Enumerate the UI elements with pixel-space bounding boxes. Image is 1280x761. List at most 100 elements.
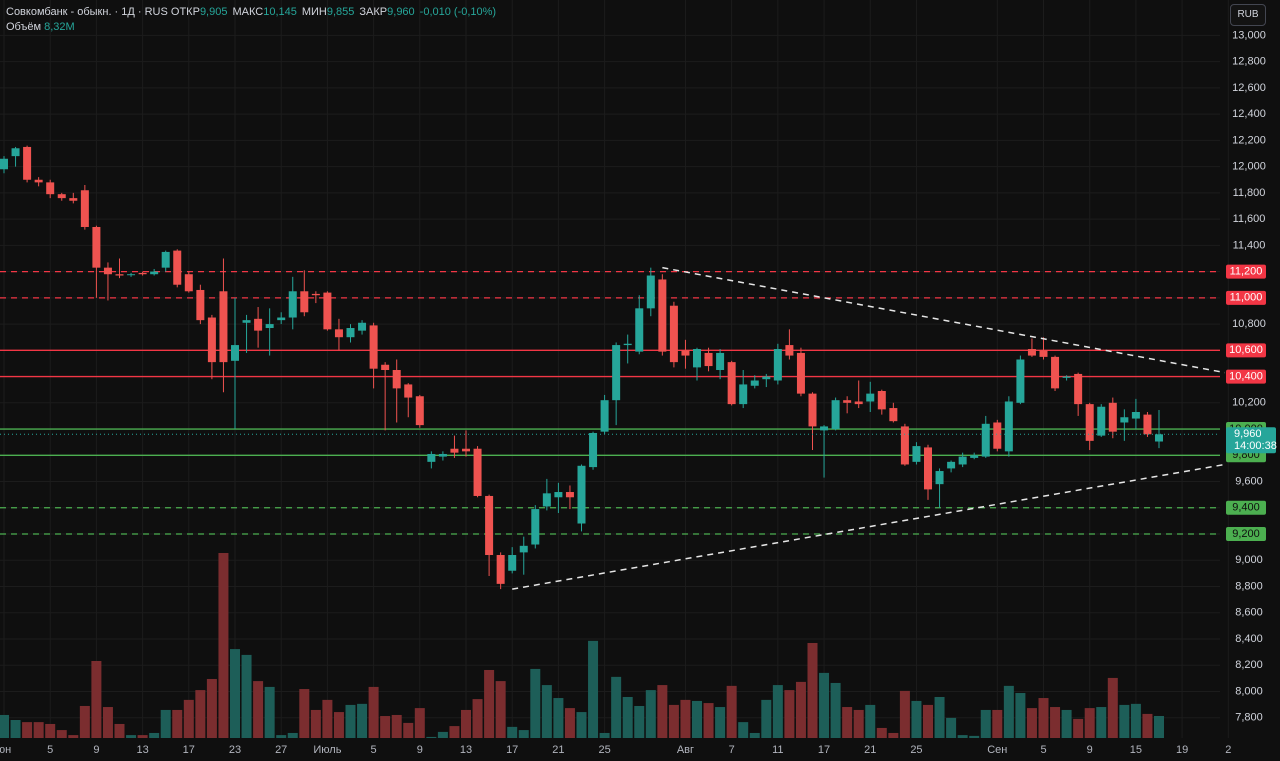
candle-body <box>300 291 309 313</box>
volume-bar <box>680 699 691 738</box>
volume-bar <box>1119 704 1130 738</box>
y-tick-label: 11,600 <box>1233 213 1266 225</box>
candle-body <box>773 349 782 381</box>
volume-bar <box>1142 713 1153 738</box>
candle-body <box>877 390 886 410</box>
x-tick-label: Сен <box>987 744 1007 756</box>
candle-body <box>1155 434 1163 442</box>
candle-body <box>1004 401 1013 452</box>
volume-bar <box>645 690 656 738</box>
volume-bar <box>518 730 529 738</box>
candle-body <box>981 423 990 457</box>
volume-bar <box>923 704 933 738</box>
x-tick-label: юн <box>0 744 11 756</box>
x-tick-label: 9 <box>93 744 99 756</box>
volume-bar <box>795 681 806 738</box>
volume-bar <box>172 709 183 738</box>
candle-body <box>115 274 124 276</box>
volume-bar <box>0 714 9 738</box>
volume-bar <box>715 707 726 738</box>
volume-bar <box>241 654 252 738</box>
candle-body <box>658 279 667 352</box>
volume-bar <box>495 681 506 738</box>
volume-bar <box>934 696 945 738</box>
candle-body <box>577 465 586 524</box>
candle-body <box>704 352 713 367</box>
field-value: 10,145 <box>263 6 297 18</box>
volume-bar <box>403 722 414 738</box>
volume-bar <box>183 699 194 738</box>
candle-body <box>485 495 494 556</box>
volume-bar <box>819 672 830 738</box>
volume-bar <box>137 735 148 738</box>
candle-body <box>138 272 147 275</box>
volume-bar <box>668 704 679 738</box>
candle-body <box>531 509 540 545</box>
volume-bar <box>449 726 460 738</box>
candle-body <box>843 400 852 403</box>
trendline <box>512 463 1225 590</box>
volume-bar <box>946 717 957 738</box>
y-tick-label: 8,200 <box>1235 659 1263 671</box>
y-tick-label: 8,600 <box>1235 607 1263 619</box>
volume-bar <box>657 685 668 738</box>
x-tick-label: 19 <box>1176 744 1188 756</box>
candle-body <box>831 400 840 430</box>
volume-bar <box>553 698 564 738</box>
candle-body <box>1131 411 1140 419</box>
candle-body <box>900 426 909 465</box>
x-tick-label: 5 <box>371 744 377 756</box>
last-price-tag <box>1226 427 1276 454</box>
volume-bar <box>10 720 21 738</box>
candle-body <box>150 271 159 275</box>
volume-bar <box>253 681 264 738</box>
x-tick-label: 11 <box>772 744 783 756</box>
volume-bar <box>1003 685 1014 738</box>
volume-bar <box>576 712 587 738</box>
candle-body <box>646 275 655 309</box>
volume-bar <box>426 736 437 738</box>
volume-bar <box>345 704 356 738</box>
candle-body <box>127 274 136 276</box>
candle-body <box>23 146 32 180</box>
legend-line: Совкомбанк - обыкн. · 1Д · RUS ОТКР9,905… <box>6 5 501 20</box>
y-tick-label: 12,600 <box>1232 82 1266 94</box>
volume-bar <box>1107 677 1118 738</box>
field-label: ЗАКР <box>359 6 388 18</box>
candle-body <box>46 182 55 195</box>
candle-body <box>438 453 447 457</box>
candle-body <box>196 289 205 321</box>
volume-bar <box>126 735 137 738</box>
volume-bar <box>414 708 425 738</box>
volume-bar <box>703 703 714 738</box>
volume-bar <box>264 686 275 738</box>
currency-button[interactable]: RUB <box>1230 4 1266 26</box>
volume-bar <box>56 730 67 738</box>
candle-body <box>103 267 112 275</box>
volume-bar <box>611 676 622 738</box>
volume-bar <box>599 732 610 738</box>
candle-body <box>207 317 216 363</box>
x-tick-label: 27 <box>275 744 287 756</box>
volume-bar <box>749 732 760 738</box>
candle-body <box>231 345 239 361</box>
volume-bar <box>102 707 113 738</box>
candle-body <box>623 343 632 346</box>
volume-bar <box>45 723 56 738</box>
candle-body <box>427 453 436 462</box>
volume-bar <box>230 649 240 738</box>
candle-body <box>958 456 967 465</box>
field-value: 9,855 <box>326 6 355 18</box>
volume-bar <box>287 732 298 738</box>
volume-bar <box>1073 718 1084 738</box>
volume-bar <box>149 732 160 738</box>
x-tick-label: 25 <box>598 744 610 756</box>
level-tag <box>1226 527 1266 542</box>
candle-body <box>92 226 101 268</box>
volume-bar <box>957 735 968 738</box>
x-tick-label: 15 <box>1130 744 1142 756</box>
candle-body <box>369 325 378 369</box>
volume-bar <box>876 727 887 738</box>
candle-body <box>11 148 20 157</box>
